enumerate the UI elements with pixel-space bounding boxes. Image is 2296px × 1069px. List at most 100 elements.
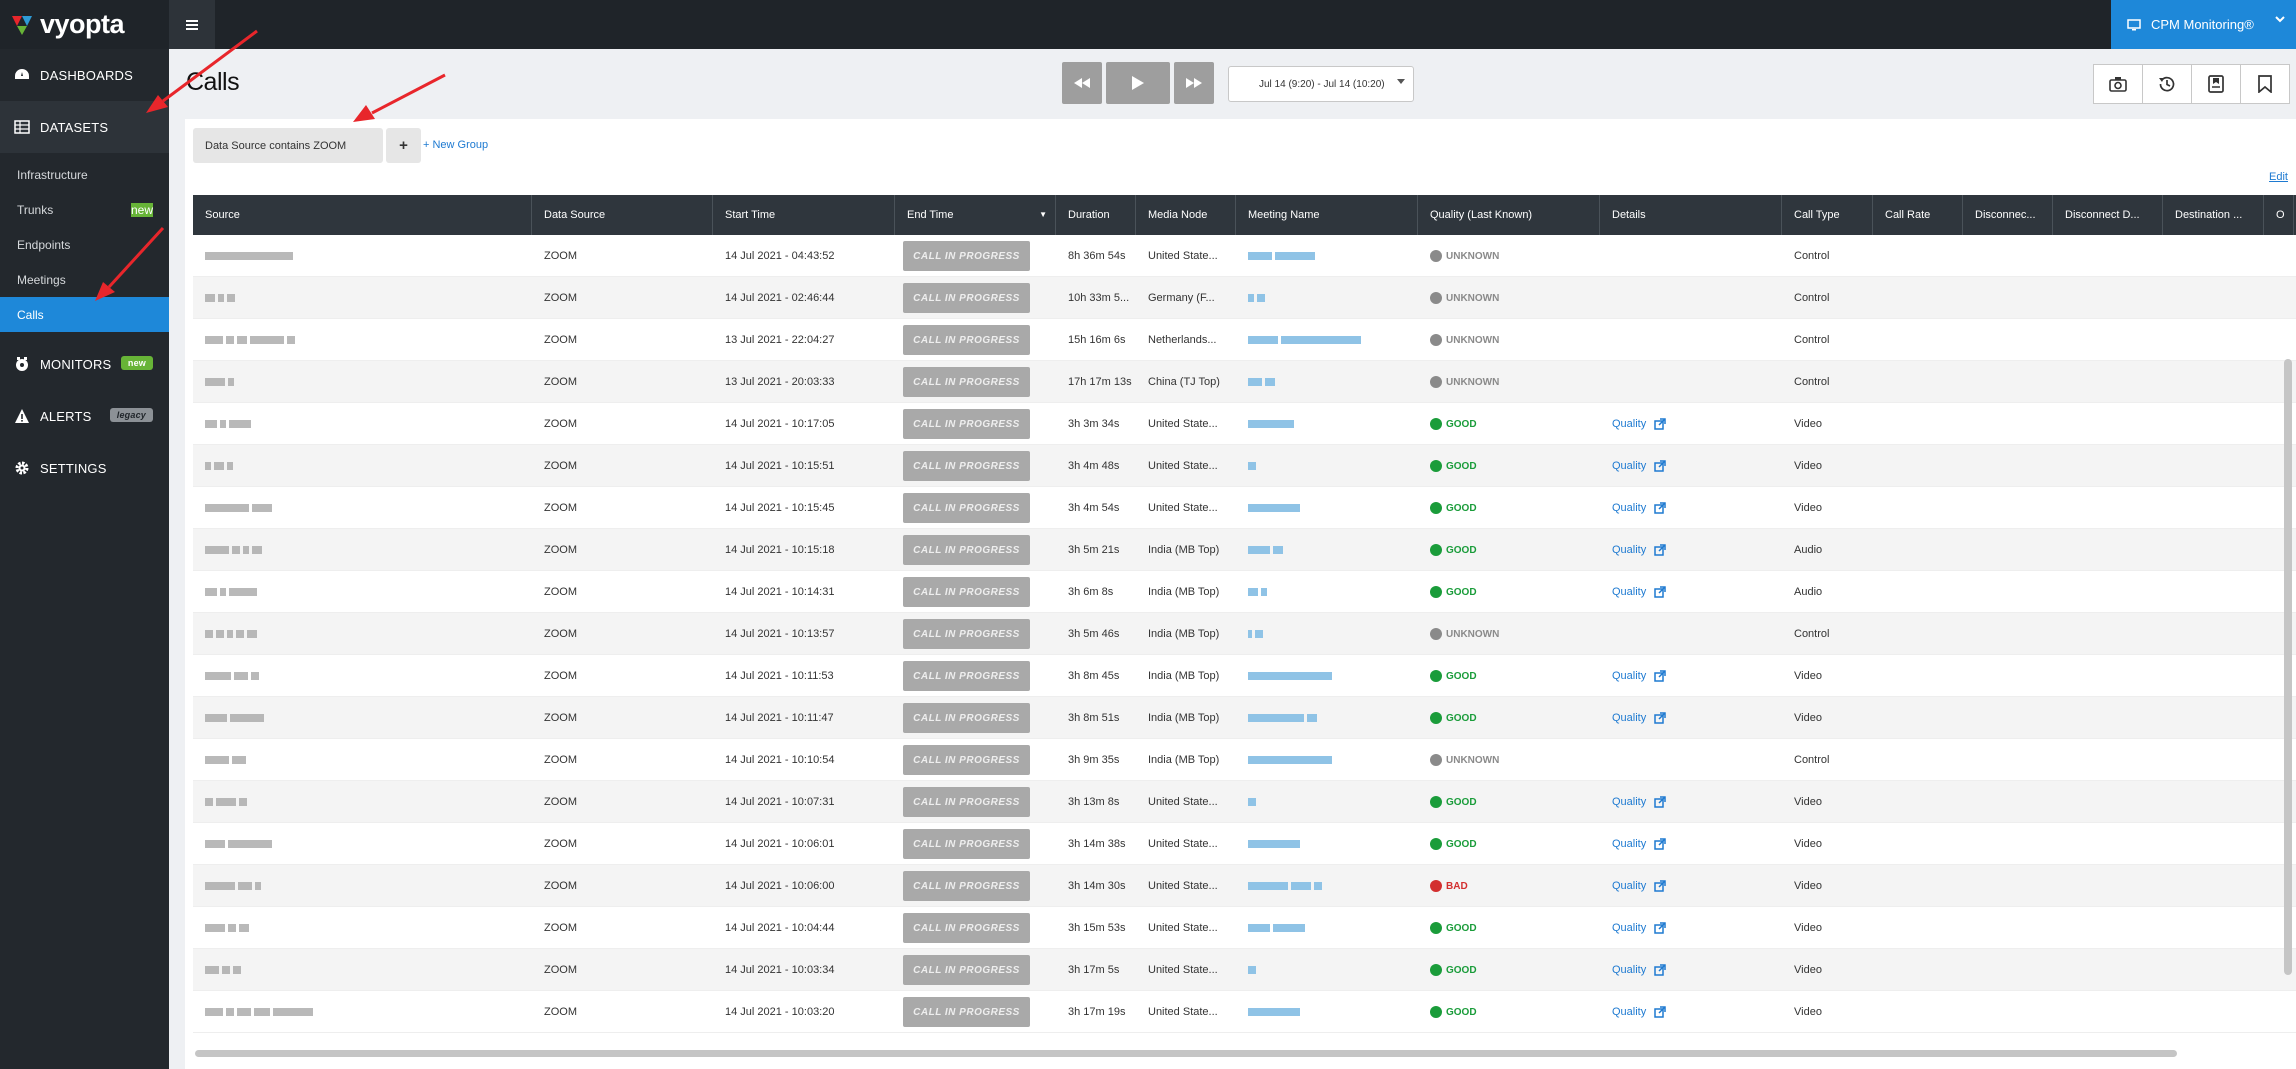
column-header-data-source-col[interactable]: Data Source <box>532 195 713 235</box>
nav-dashboards[interactable]: DASHBOARDS <box>0 49 169 101</box>
nav-settings[interactable]: SETTINGS <box>0 442 169 494</box>
column-header-media-node-col[interactable]: Media Node <box>1136 195 1236 235</box>
meeting-name-cell[interactable] <box>1236 361 1418 403</box>
saved-views-button[interactable] <box>2191 64 2241 104</box>
column-header-disconnect-col[interactable]: Disconnec... <box>1963 195 2053 235</box>
table-row[interactable]: ZOOM 14 Jul 2021 - 10:13:57 CALL IN PROGRE… <box>193 613 2296 655</box>
table-row[interactable]: ZOOM 14 Jul 2021 - 10:15:18 CALL IN PROGRE… <box>193 529 2296 571</box>
column-header-meeting-name-col[interactable]: Meeting Name <box>1236 195 1418 235</box>
quality-details-link[interactable]: Quality <box>1612 544 1666 556</box>
details-cell[interactable]: Quality <box>1600 403 1782 445</box>
column-header-end-time-col[interactable]: End Time ▼ <box>895 195 1056 235</box>
meeting-name-cell[interactable] <box>1236 823 1418 865</box>
meeting-name-cell[interactable] <box>1236 655 1418 697</box>
meeting-name-cell[interactable] <box>1236 697 1418 739</box>
quality-details-link[interactable]: Quality <box>1612 712 1666 724</box>
column-header-duration-col[interactable]: Duration <box>1056 195 1136 235</box>
quality-details-link[interactable]: Quality <box>1612 460 1666 472</box>
table-row[interactable]: ZOOM 14 Jul 2021 - 10:14:31 CALL IN PROGRE… <box>193 571 2296 613</box>
details-cell[interactable]: Quality <box>1600 445 1782 487</box>
subnav-infrastructure[interactable]: Infrastructure <box>0 157 169 192</box>
details-cell[interactable]: Quality <box>1600 781 1782 823</box>
meeting-name-cell[interactable] <box>1236 571 1418 613</box>
add-filter-button[interactable]: + <box>386 128 421 163</box>
meeting-name-cell[interactable] <box>1236 277 1418 319</box>
table-row[interactable]: ZOOM 14 Jul 2021 - 10:07:31 CALL IN PROGRE… <box>193 781 2296 823</box>
nav-monitors[interactable]: MONITORS new <box>0 338 169 390</box>
table-row[interactable]: ZOOM 14 Jul 2021 - 10:06:01 CALL IN PROGRE… <box>193 823 2296 865</box>
quality-details-link[interactable]: Quality <box>1612 1006 1666 1018</box>
menu-toggle-button[interactable] <box>169 0 215 49</box>
rewind-button[interactable] <box>1062 62 1102 104</box>
details-cell[interactable]: Quality <box>1600 529 1782 571</box>
meeting-name-cell[interactable] <box>1236 403 1418 445</box>
table-row[interactable]: ZOOM 14 Jul 2021 - 10:15:51 CALL IN PROGRE… <box>193 445 2296 487</box>
quality-details-link[interactable]: Quality <box>1612 964 1666 976</box>
table-row[interactable]: ZOOM 14 Jul 2021 - 04:43:52 CALL IN PROGRE… <box>193 235 2296 277</box>
meeting-name-cell[interactable] <box>1236 781 1418 823</box>
table-row[interactable]: ZOOM 14 Jul 2021 - 10:11:47 CALL IN PROGRE… <box>193 697 2296 739</box>
product-switcher[interactable]: CPM Monitoring® <box>2111 0 2296 49</box>
table-row[interactable]: ZOOM 14 Jul 2021 - 10:15:45 CALL IN PROGRE… <box>193 487 2296 529</box>
brand-logo[interactable]: vyopta <box>10 9 125 40</box>
details-cell[interactable]: Quality <box>1600 487 1782 529</box>
table-row[interactable]: ZOOM 13 Jul 2021 - 22:04:27 CALL IN PROGRE… <box>193 319 2296 361</box>
column-header-start-time-col[interactable]: Start Time <box>713 195 895 235</box>
fast-forward-button[interactable] <box>1174 62 1214 104</box>
quality-details-link[interactable]: Quality <box>1612 502 1666 514</box>
details-cell[interactable]: Quality <box>1600 655 1782 697</box>
table-row[interactable]: ZOOM 14 Jul 2021 - 10:11:53 CALL IN PROGRE… <box>193 655 2296 697</box>
meeting-name-cell[interactable] <box>1236 991 1418 1033</box>
table-row[interactable]: ZOOM 14 Jul 2021 - 10:17:05 CALL IN PROGRE… <box>193 403 2296 445</box>
play-button[interactable] <box>1106 62 1170 104</box>
column-header-call-rate-col[interactable]: Call Rate <box>1873 195 1963 235</box>
sort-desc-icon[interactable]: ▼ <box>1039 210 1047 219</box>
meeting-name-cell[interactable] <box>1236 949 1418 991</box>
subnav-calls[interactable]: Calls <box>0 297 169 332</box>
column-header-destination-col[interactable]: Destination ... <box>2163 195 2264 235</box>
details-cell[interactable]: Quality <box>1600 823 1782 865</box>
history-button[interactable] <box>2142 64 2192 104</box>
table-row[interactable]: ZOOM 14 Jul 2021 - 02:46:44 CALL IN PROGRE… <box>193 277 2296 319</box>
meeting-name-cell[interactable] <box>1236 319 1418 361</box>
column-header-details-col[interactable]: Details <box>1600 195 1782 235</box>
column-header-quality-col[interactable]: Quality (Last Known) <box>1418 195 1600 235</box>
details-cell[interactable]: Quality <box>1600 991 1782 1033</box>
details-cell[interactable]: Quality <box>1600 907 1782 949</box>
quality-details-link[interactable]: Quality <box>1612 418 1666 430</box>
quality-details-link[interactable]: Quality <box>1612 586 1666 598</box>
table-row[interactable]: ZOOM 14 Jul 2021 - 10:03:34 CALL IN PROGRE… <box>193 949 2296 991</box>
details-cell[interactable]: Quality <box>1600 865 1782 907</box>
subnav-meetings[interactable]: Meetings <box>0 262 169 297</box>
quality-details-link[interactable]: Quality <box>1612 838 1666 850</box>
meeting-name-cell[interactable] <box>1236 529 1418 571</box>
meeting-name-cell[interactable] <box>1236 445 1418 487</box>
column-header-call-type-col[interactable]: Call Type <box>1782 195 1873 235</box>
details-cell[interactable]: Quality <box>1600 697 1782 739</box>
table-row[interactable]: ZOOM 14 Jul 2021 - 10:03:20 CALL IN PROGRE… <box>193 991 2296 1033</box>
meeting-name-cell[interactable] <box>1236 235 1418 277</box>
quality-details-link[interactable]: Quality <box>1612 922 1666 934</box>
table-row[interactable]: ZOOM 14 Jul 2021 - 10:06:00 CALL IN PROGRE… <box>193 865 2296 907</box>
meeting-name-cell[interactable] <box>1236 907 1418 949</box>
subnav-endpoints[interactable]: Endpoints <box>0 227 169 262</box>
snapshot-button[interactable] <box>2093 64 2143 104</box>
meeting-name-cell[interactable] <box>1236 487 1418 529</box>
column-header-overflow-col[interactable]: O <box>2264 195 2294 235</box>
edit-link[interactable]: Edit <box>2269 171 2288 183</box>
new-group-link[interactable]: + New Group <box>423 139 489 151</box>
quality-details-link[interactable]: Quality <box>1612 670 1666 682</box>
column-header-source-col[interactable]: Source <box>193 195 532 235</box>
table-row[interactable]: ZOOM 14 Jul 2021 - 10:10:54 CALL IN PROGRE… <box>193 739 2296 781</box>
filter-chip[interactable]: Data Source contains ZOOM <box>193 128 383 163</box>
details-cell[interactable]: Quality <box>1600 571 1782 613</box>
meeting-name-cell[interactable] <box>1236 613 1418 655</box>
quality-details-link[interactable]: Quality <box>1612 880 1666 892</box>
meeting-name-cell[interactable] <box>1236 865 1418 907</box>
column-header-disconnect-detail-col[interactable]: Disconnect D... <box>2053 195 2163 235</box>
details-cell[interactable]: Quality <box>1600 949 1782 991</box>
vertical-scrollbar[interactable] <box>2284 359 2292 975</box>
horizontal-scrollbar[interactable] <box>195 1050 2177 1057</box>
table-row[interactable]: ZOOM 14 Jul 2021 - 10:04:44 CALL IN PROGRE… <box>193 907 2296 949</box>
table-row[interactable]: ZOOM 13 Jul 2021 - 20:03:33 CALL IN PROGRE… <box>193 361 2296 403</box>
